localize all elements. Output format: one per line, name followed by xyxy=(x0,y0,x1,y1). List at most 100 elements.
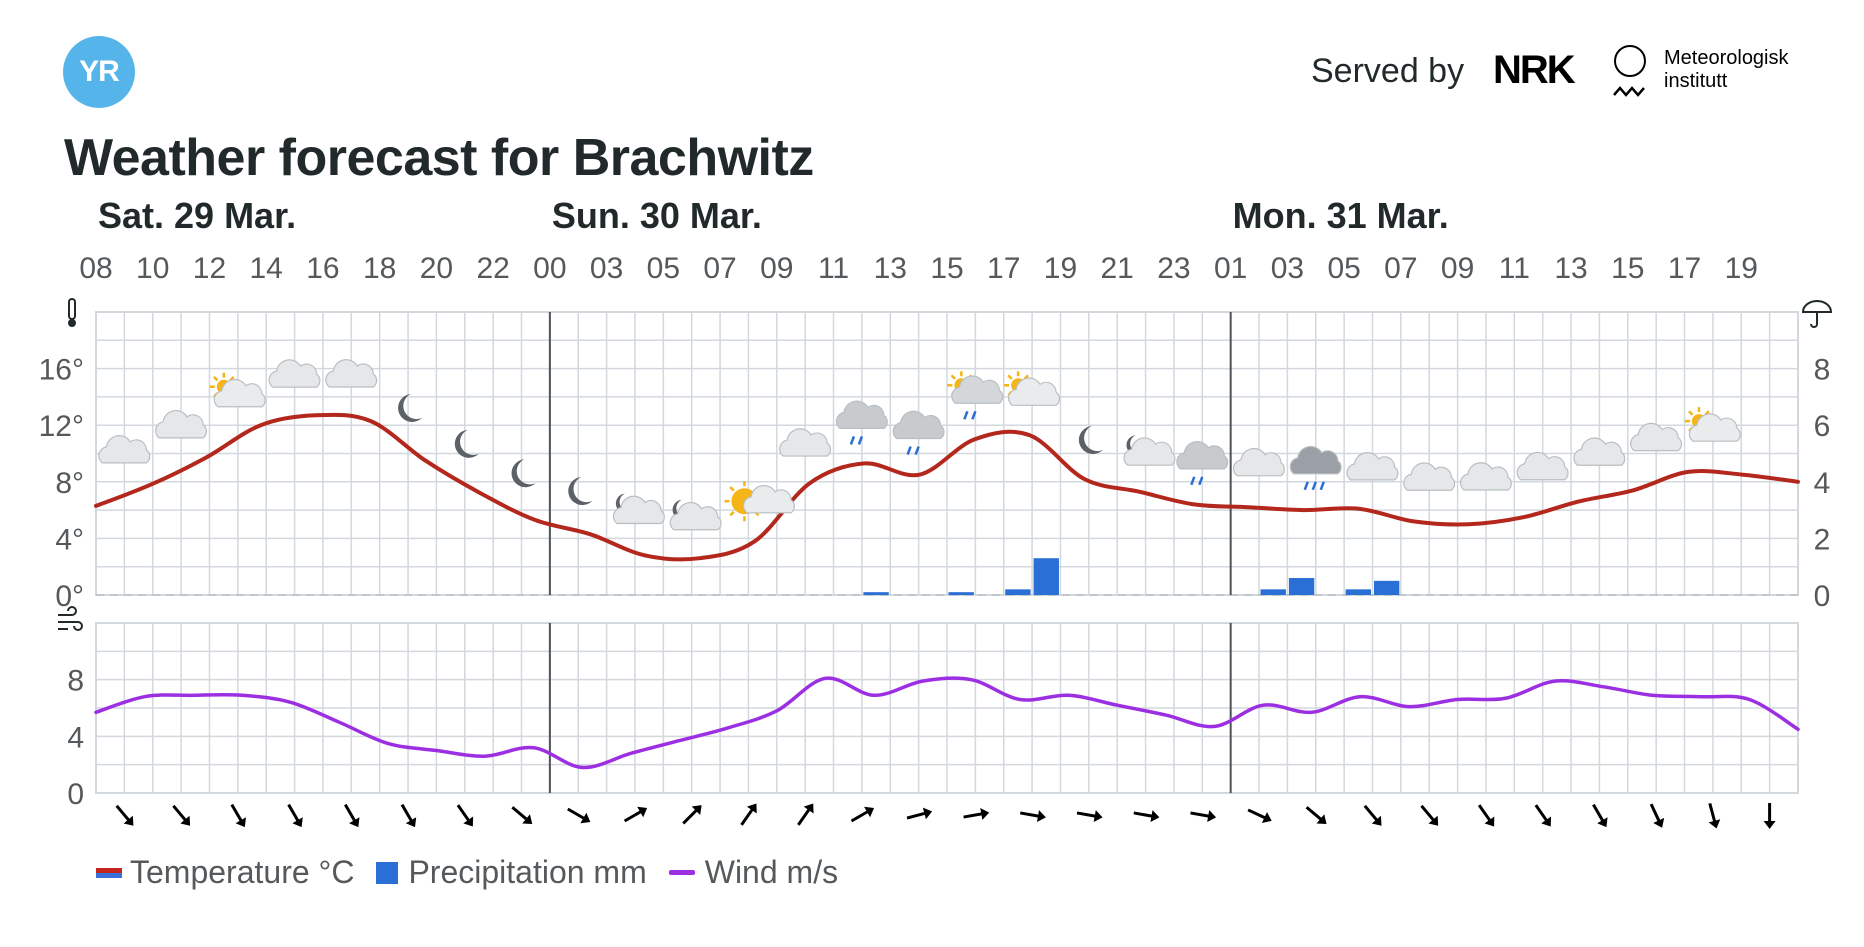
wind-arrow-head xyxy=(637,806,648,818)
wind-arrow-head xyxy=(1708,819,1721,829)
wind-arrow-head xyxy=(522,814,533,824)
cloud-shape xyxy=(835,400,888,429)
wind-arrow-head xyxy=(1150,810,1160,822)
weather-cloudy-icon xyxy=(1630,422,1683,452)
umbrella-icon xyxy=(1801,300,1833,313)
moon-shape xyxy=(1078,426,1103,454)
precipitation-tick: 0 xyxy=(1814,580,1831,613)
hour-label: 14 xyxy=(250,252,283,285)
hour-label: 12 xyxy=(193,252,226,285)
umbrella-handle-icon xyxy=(1810,312,1818,328)
wind-arrow-head xyxy=(1036,810,1046,822)
hour-label: 11 xyxy=(1499,252,1530,285)
legend-precipitation: Precipitation mm xyxy=(376,854,647,891)
cloud-shape xyxy=(325,359,378,388)
wind-tick: 8 xyxy=(67,665,84,698)
rain-drop xyxy=(1319,481,1325,491)
wind-arrow-head xyxy=(864,806,875,818)
wind-arrow-icon xyxy=(1305,806,1327,824)
precipitation-tick: 8 xyxy=(1814,354,1831,387)
weather-cloudy-icon xyxy=(98,435,151,464)
wind-arrow-head xyxy=(180,815,191,826)
cloud-shape xyxy=(742,485,795,514)
weather-cloudy-icon xyxy=(268,359,321,388)
cloud-shape xyxy=(1346,452,1399,481)
wind-arrow-icon xyxy=(1592,803,1608,828)
weather-rain-icon xyxy=(835,400,888,445)
wind-arrow-icon xyxy=(963,808,990,820)
cloud-shape xyxy=(213,378,266,408)
weather-cloudy-icon xyxy=(325,359,378,388)
day-label: Sun. 30 Mar. xyxy=(552,195,762,236)
hour-label: 08 xyxy=(79,252,112,285)
wind-arrow-icon xyxy=(1363,804,1382,826)
precipitation-bar xyxy=(1374,580,1400,595)
weather-cloudy-icon xyxy=(1573,437,1626,466)
rain-drop xyxy=(857,435,864,445)
wind-arrow-head xyxy=(1541,816,1552,827)
wind-arrow-icon xyxy=(850,806,875,823)
cloud-shape xyxy=(155,410,207,439)
temperature-swatch-icon xyxy=(96,867,122,878)
legend-temperature-label: Temperature °C xyxy=(130,854,355,890)
rain-drop xyxy=(963,410,969,420)
temperature-line xyxy=(94,412,1800,562)
wind-tick: 0 xyxy=(67,778,84,811)
met-logo-icon[interactable] xyxy=(1614,45,1646,77)
hour-label: 03 xyxy=(1271,252,1304,285)
wind-arrow-head xyxy=(405,817,417,828)
cloud-shape xyxy=(1289,445,1342,475)
cloud-shape xyxy=(779,428,832,457)
cloud-shape xyxy=(1516,451,1569,481)
hour-label: 19 xyxy=(1044,252,1077,285)
legend-precipitation-label: Precipitation mm xyxy=(408,854,647,890)
precipitation-bar xyxy=(1033,558,1059,595)
nrk-logo-icon[interactable]: NRK xyxy=(1493,48,1576,92)
header: YR Served by NRK Meteorologisk institutt xyxy=(0,0,1864,120)
precipitation-bar xyxy=(863,592,889,595)
weather-cloudy-icon xyxy=(155,410,207,439)
yr-logo-icon[interactable]: YR xyxy=(63,36,135,108)
wind-arrow-icon xyxy=(567,807,591,824)
cloud-shape xyxy=(1573,437,1626,466)
sun-ray xyxy=(213,375,219,382)
wind-arrow-head xyxy=(1207,810,1217,822)
wind-arrow-head xyxy=(580,812,591,824)
hour-label: 17 xyxy=(987,252,1020,285)
hour-label: 22 xyxy=(476,252,509,285)
weather-partly-cloudy-night-icon xyxy=(1123,435,1176,466)
rain-drop xyxy=(906,446,912,455)
wind-arrow-icon xyxy=(1020,810,1046,822)
weather-partly-cloudy-night-icon xyxy=(669,499,722,531)
hour-label: 09 xyxy=(1441,252,1474,285)
wind-arrow-icon xyxy=(1708,803,1721,829)
thermometer-bulb-icon xyxy=(68,319,76,327)
cloud-shape xyxy=(1630,422,1683,452)
hour-label: 05 xyxy=(647,252,680,285)
moon-shape xyxy=(511,459,536,488)
cloud-shape xyxy=(951,375,1004,404)
sun-ray xyxy=(729,510,735,517)
weather-rain-icon xyxy=(892,410,945,455)
wind-arrow-head xyxy=(349,817,360,828)
weather-partly-cloudy-icon xyxy=(1004,371,1060,406)
cloud-shape xyxy=(669,501,722,531)
hour-label: 20 xyxy=(420,252,453,285)
rain-drop xyxy=(1198,476,1204,486)
cloud-shape xyxy=(1403,462,1456,491)
temperature-tick: 12° xyxy=(39,410,84,443)
precipitation-bar xyxy=(1005,589,1031,595)
hour-label: 19 xyxy=(1725,252,1758,285)
weather-heavy-rain-icon xyxy=(1289,445,1342,491)
wind-arrow-icon xyxy=(1477,804,1495,827)
page-title: Weather forecast for Brachwitz xyxy=(64,129,814,187)
wind-arrow-head xyxy=(803,803,814,814)
sun-ray xyxy=(1688,410,1694,416)
wind-arrow-head xyxy=(1371,815,1382,826)
weather-fair-icon xyxy=(724,481,795,522)
wind-arrow-icon xyxy=(1076,810,1103,822)
weather-partly-cloudy-rain-icon xyxy=(947,371,1004,420)
hour-label: 01 xyxy=(1214,252,1247,285)
weather-clear-night-icon xyxy=(568,477,593,506)
rain-drop xyxy=(849,435,856,445)
